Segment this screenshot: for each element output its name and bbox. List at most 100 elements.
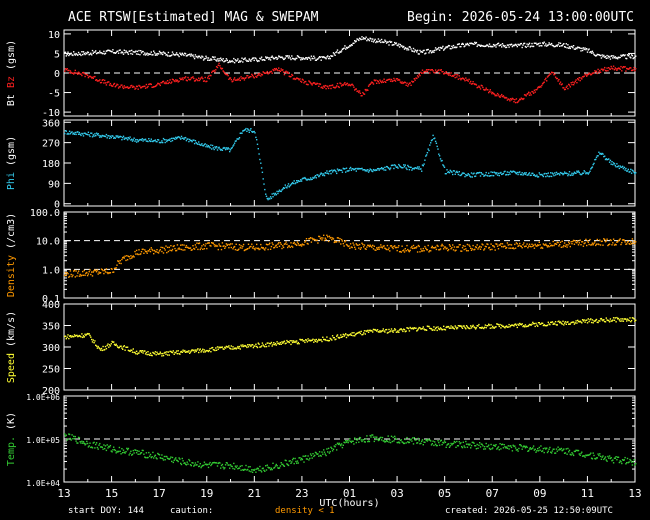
data-point — [574, 450, 576, 453]
data-point — [242, 245, 244, 248]
x-tick-label: 13 — [57, 487, 70, 500]
data-point — [364, 88, 366, 91]
data-point — [360, 439, 362, 441]
data-point — [189, 460, 191, 462]
data-point — [297, 242, 299, 245]
data-point — [118, 86, 121, 88]
data-point — [245, 464, 247, 467]
data-point — [192, 349, 194, 352]
data-point — [246, 130, 248, 132]
data-point — [617, 456, 620, 458]
data-point — [197, 57, 199, 59]
data-point — [130, 85, 132, 87]
data-point — [391, 246, 393, 248]
data-point — [85, 73, 87, 75]
data-point — [101, 349, 103, 352]
data-point — [505, 325, 507, 328]
data-point — [294, 59, 296, 61]
data-point — [133, 452, 135, 454]
data-point — [470, 176, 472, 178]
data-point — [537, 322, 540, 324]
data-point — [141, 50, 143, 53]
data-point — [566, 246, 568, 248]
data-point — [575, 47, 577, 49]
data-point — [243, 58, 246, 60]
data-point — [68, 275, 71, 278]
data-point — [330, 446, 332, 448]
data-point — [153, 353, 156, 355]
data-point — [331, 171, 334, 173]
data-point — [488, 444, 490, 446]
data-point — [284, 71, 286, 73]
data-point — [527, 92, 529, 95]
data-point — [385, 79, 388, 81]
data-point — [553, 45, 555, 48]
data-point — [256, 346, 259, 349]
data-point — [393, 167, 395, 170]
data-point — [254, 132, 256, 134]
data-point — [154, 454, 157, 456]
data-point — [390, 245, 393, 247]
data-point — [535, 175, 537, 178]
data-point — [369, 168, 371, 170]
data-point — [376, 247, 378, 249]
data-point — [288, 341, 290, 344]
data-point — [277, 467, 279, 469]
data-point — [635, 241, 637, 243]
data-point — [445, 71, 447, 73]
data-point — [202, 464, 205, 467]
data-point — [369, 434, 371, 437]
y-axis-label-part: (km/s) — [6, 311, 17, 353]
data-point — [101, 269, 103, 271]
data-point — [69, 133, 72, 135]
data-point — [118, 262, 121, 264]
data-point — [477, 172, 479, 174]
data-point — [340, 443, 343, 445]
data-point — [215, 60, 218, 62]
data-point — [210, 245, 212, 247]
data-point — [252, 131, 255, 133]
data-point — [196, 349, 198, 351]
data-point — [537, 176, 539, 178]
data-point — [581, 322, 583, 324]
data-point — [122, 348, 124, 350]
data-point — [438, 153, 440, 155]
data-point — [473, 43, 475, 45]
data-point — [381, 330, 384, 332]
data-point — [323, 338, 325, 341]
data-point — [528, 94, 531, 96]
data-point — [88, 75, 90, 78]
data-point — [563, 171, 566, 173]
data-point — [310, 83, 313, 85]
data-point — [380, 80, 382, 83]
data-point — [222, 245, 224, 247]
data-point — [559, 174, 561, 176]
data-point — [166, 457, 169, 459]
data-point — [198, 79, 201, 82]
data-point — [158, 50, 161, 53]
data-point — [378, 82, 380, 84]
data-point — [529, 245, 531, 248]
data-point — [328, 235, 331, 237]
data-point — [153, 140, 155, 142]
data-point — [457, 246, 460, 248]
data-point — [513, 45, 515, 47]
data-point — [441, 47, 443, 49]
data-point — [507, 244, 509, 246]
data-point — [481, 45, 483, 47]
data-point — [297, 78, 299, 80]
data-point — [594, 320, 596, 322]
data-point — [398, 163, 400, 166]
data-point — [349, 243, 352, 245]
data-point — [617, 165, 620, 167]
y-axis-label: Phi (gsm) — [6, 136, 17, 190]
data-point — [482, 86, 484, 89]
data-point — [332, 448, 335, 450]
data-point — [621, 320, 623, 322]
data-point — [193, 139, 195, 141]
data-point — [364, 333, 366, 335]
data-point — [123, 345, 125, 347]
data-point — [342, 444, 344, 446]
data-point — [439, 248, 442, 250]
data-point — [270, 197, 273, 200]
